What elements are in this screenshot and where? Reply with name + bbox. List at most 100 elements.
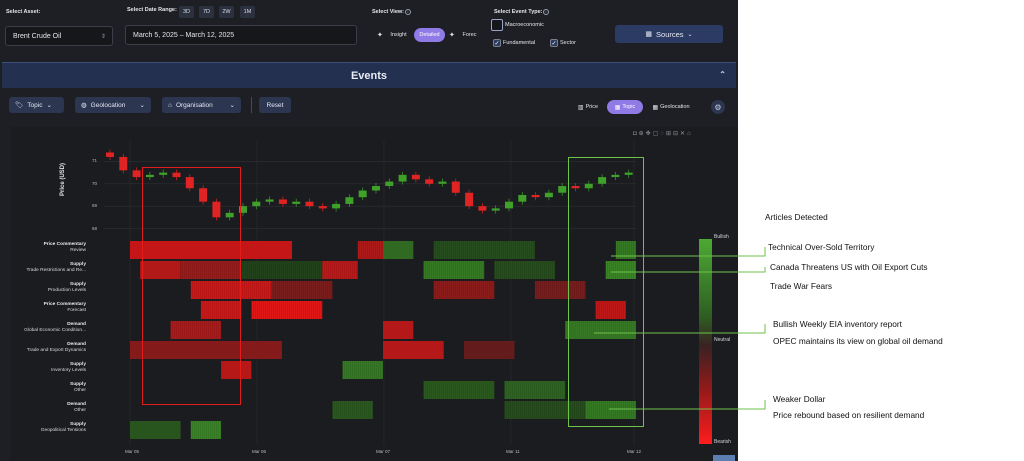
heatmap-cell[interactable] [241,261,333,279]
heatmap-row-label: Supply Production Levels [0,282,86,294]
heatmap-cell[interactable] [383,341,444,359]
geolocation-filter-dropdown[interactable]: ◍ Geolocation ⌄ [75,97,151,113]
zoom-icon[interactable]: ⊕ [638,131,646,137]
macroeconomic-box[interactable] [491,19,503,31]
heatmap-row-label: Demand Trade and Export Dynamics [0,342,86,354]
asset-select[interactable]: Brent Crude Oil ⇕ [5,26,113,46]
price-candle [199,188,208,202]
price-candle [372,186,380,191]
events-section-header[interactable]: Events ⌃ [2,62,736,88]
annotation-connector [594,324,766,334]
home-icon[interactable]: ⌂ [687,131,693,137]
heatmap-cell[interactable] [130,421,181,439]
x-tick-label: Mar 06 [252,449,267,454]
bullish-highlight-box [568,157,644,427]
macroeconomic-label: Macroeconomic [505,22,544,28]
range-1m-button[interactable]: 1M [240,6,255,18]
heatmap-cell[interactable] [383,241,414,259]
macroeconomic-checkbox[interactable]: Macroeconomic [491,19,544,31]
date-range-input[interactable]: March 5, 2025 – March 12, 2025 [125,25,357,45]
heatmap-cell[interactable] [534,281,586,299]
sources-button[interactable]: ▦ Sources ⌄ [615,25,723,43]
select-icon[interactable]: ▢ [652,131,661,137]
heatmap-cell[interactable] [595,301,626,319]
heatmap-cell[interactable] [170,321,222,339]
view-insight-button[interactable]: Insight [390,32,407,38]
pan-icon[interactable]: ✥ [645,131,653,137]
heatmap-cell[interactable] [130,341,282,359]
heatmap-cell[interactable] [433,241,535,259]
range-2w-button[interactable]: 2W [219,6,234,18]
heatmap-cell[interactable] [190,421,222,439]
mode-geolocation-label: Geolocation [660,104,690,110]
range-7d-button[interactable]: 7D [199,6,214,18]
heatmap-cell[interactable] [565,321,636,339]
heatmap-cell[interactable] [615,241,636,259]
heatmap-cell[interactable] [271,281,333,299]
view-info-icon[interactable]: i [405,9,411,15]
mode-geolocation-button[interactable]: ▦ Geolocation [646,100,696,114]
sector-check-icon[interactable]: ✓ [550,39,558,47]
price-candle [491,208,500,211]
reset-button[interactable]: Reset [259,97,291,113]
mode-price-button[interactable]: ▥ Price [571,100,605,114]
row-topic: Trade and Export Dynamics [26,348,86,353]
heatmap-cell[interactable] [180,261,242,279]
price-candle [212,201,221,218]
heatmap-cell[interactable] [357,241,383,259]
view-forecast-button[interactable]: Forec [457,28,482,42]
topic-filter-label: Topic [27,101,43,109]
heatmap-cell[interactable] [383,321,414,339]
fundamental-check-icon[interactable]: ✓ [493,39,501,47]
autoscale-icon[interactable]: ✕ [680,131,688,137]
heatmap-cell[interactable] [605,261,636,279]
mode-topic-button[interactable]: ▦ Topic [607,100,643,114]
sector-checkbox[interactable]: ✓ Sector [550,39,576,47]
heatmap-cell[interactable] [322,261,358,279]
view-detailed-button[interactable]: Detailed [414,28,445,42]
organisation-filter-dropdown[interactable]: ⌂ Organisation ⌄ [162,97,241,113]
topic-filter-dropdown[interactable]: 🏷 Topic ⌄ [9,97,64,113]
heatmap-cell[interactable] [140,261,181,279]
heatmap-cell[interactable] [494,261,556,279]
sources-label: Sources [656,29,684,39]
heatmap-cell[interactable] [504,401,596,419]
annotation-label: Canada Threatens US with Oil Export Cuts [770,262,928,272]
fundamental-checkbox[interactable]: ✓ Fundamental [493,39,535,47]
annotation-connector [611,247,766,257]
annotation-connector [609,400,766,410]
collapse-icon[interactable]: ⌃ [719,70,726,79]
heatmap-cell[interactable] [130,241,292,259]
sort-icon: ⇕ [100,33,106,40]
heatmap-cell[interactable] [423,381,495,399]
event-type-info-icon[interactable]: i [543,9,549,15]
heatmap-cell[interactable] [342,361,383,379]
heatmap-cell[interactable] [332,401,373,419]
zoom-out-icon[interactable]: ⊟ [672,131,680,137]
camera-icon[interactable]: ◘ [633,131,639,137]
gear-icon[interactable]: ⚙ [711,100,725,114]
zoom-in-icon[interactable]: ⊞ [665,131,673,137]
heatmap-cell[interactable] [200,301,242,319]
corner-button[interactable] [713,455,735,461]
mode-topic-label: Topic [622,104,636,110]
heatmap-cell[interactable] [463,341,515,359]
heatmap-cell[interactable] [585,401,636,419]
heatmap-cell[interactable] [423,261,485,279]
price-candle [438,181,447,184]
heatmap-cell[interactable] [221,361,252,379]
lasso-icon[interactable]: ◌ [660,131,666,137]
heatmap-cell[interactable] [190,281,272,299]
row-category: Supply [70,422,86,427]
colorbar-bottom-label: Bearish [714,439,731,445]
heatmap-cell[interactable] [251,301,323,319]
price-candle [598,177,607,184]
heatmap-cell[interactable] [504,381,566,399]
chart-toolbar[interactable]: ◘⊕✥▢◌⊞⊟✕⌂ [633,130,693,137]
range-3d-button[interactable]: 3D [179,6,194,18]
heatmap-row-label: Demand Other [0,402,86,414]
heatmap-row-label: Supply Geopolitical Tensions [0,422,86,434]
row-category: Demand [67,342,86,347]
heatmap-cell[interactable] [433,281,495,299]
